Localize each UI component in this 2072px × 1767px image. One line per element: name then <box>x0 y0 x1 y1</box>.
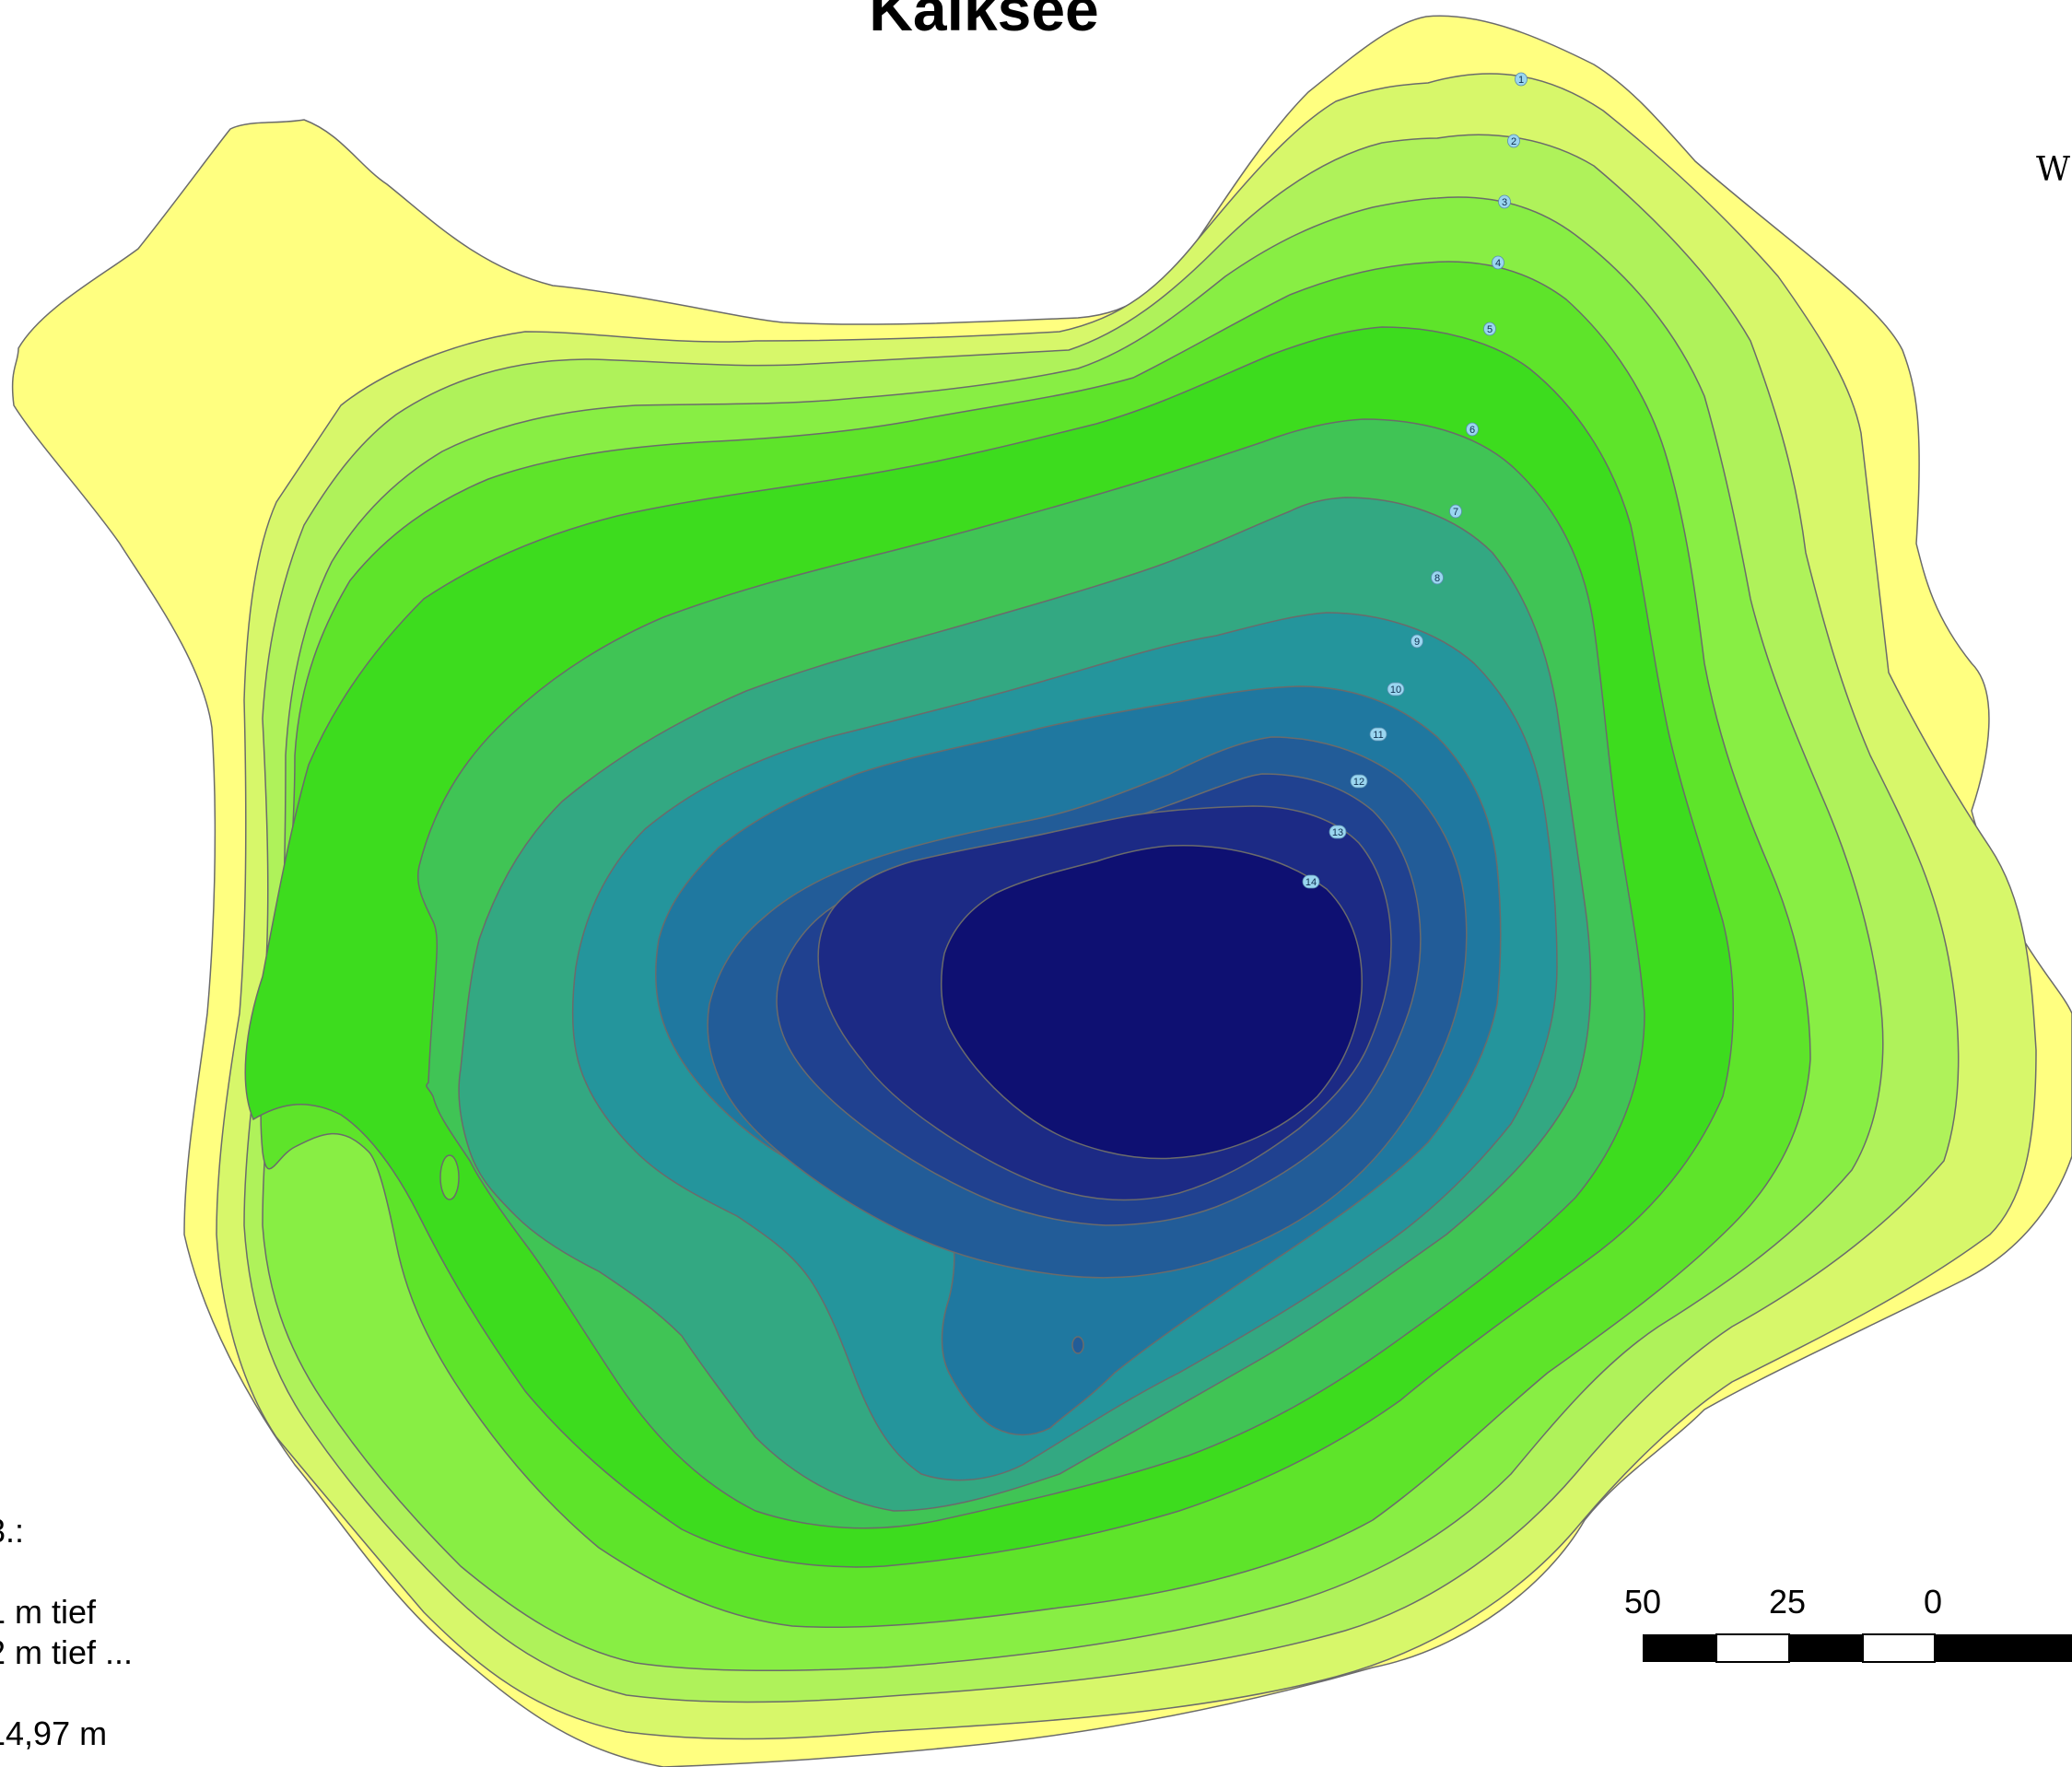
contour-label-10m: 10 <box>1390 685 1401 696</box>
contour-label-4m: 4 <box>1495 258 1501 269</box>
contour-label-3m: 3 <box>1502 197 1507 208</box>
scale-bar-segment-3 <box>1789 1634 1863 1662</box>
scale-label-50: 50 <box>1624 1583 1661 1621</box>
legend-line-1: 3.: <box>0 1511 133 1551</box>
contour-label-6m: 6 <box>1469 425 1475 436</box>
contour-label-14m: 14 <box>1305 877 1317 888</box>
scale-bar-segment-5 <box>1935 1634 2072 1662</box>
legend-line-3: 2 m tief ... <box>0 1632 133 1673</box>
scale-bar-segment-2 <box>1716 1634 1789 1662</box>
scale-bar <box>1643 1634 2072 1662</box>
scale-bar-segment-4 <box>1863 1634 1935 1662</box>
corner-text: W <box>2036 151 2070 189</box>
contour-label-9m: 9 <box>1414 637 1420 648</box>
scale-bar-segment-1 <box>1643 1634 1716 1662</box>
contour-label-1m: 1 <box>1518 75 1524 86</box>
contour-label-7m: 7 <box>1453 507 1458 518</box>
map-title: Kalksee <box>0 0 1968 44</box>
scale-label-25: 25 <box>1769 1583 1806 1621</box>
legend-line-2: 1 m tief <box>0 1592 133 1632</box>
contour-label-5m: 5 <box>1487 324 1493 335</box>
scale-label-0: 0 <box>1924 1583 1942 1621</box>
depth-mound-west <box>440 1155 459 1199</box>
legend-line-4: 14,97 m <box>0 1714 133 1754</box>
contour-label-11m: 11 <box>1373 730 1383 741</box>
contour-label-12m: 12 <box>1353 777 1364 788</box>
contour-label-13m: 13 <box>1332 827 1343 838</box>
contour-label-8m: 8 <box>1434 573 1440 584</box>
depth-spot-south <box>1072 1337 1083 1353</box>
legend: 3.: 1 m tief 2 m tief ... 14,97 m <box>0 1511 133 1754</box>
contour-label-2m: 2 <box>1511 136 1516 147</box>
